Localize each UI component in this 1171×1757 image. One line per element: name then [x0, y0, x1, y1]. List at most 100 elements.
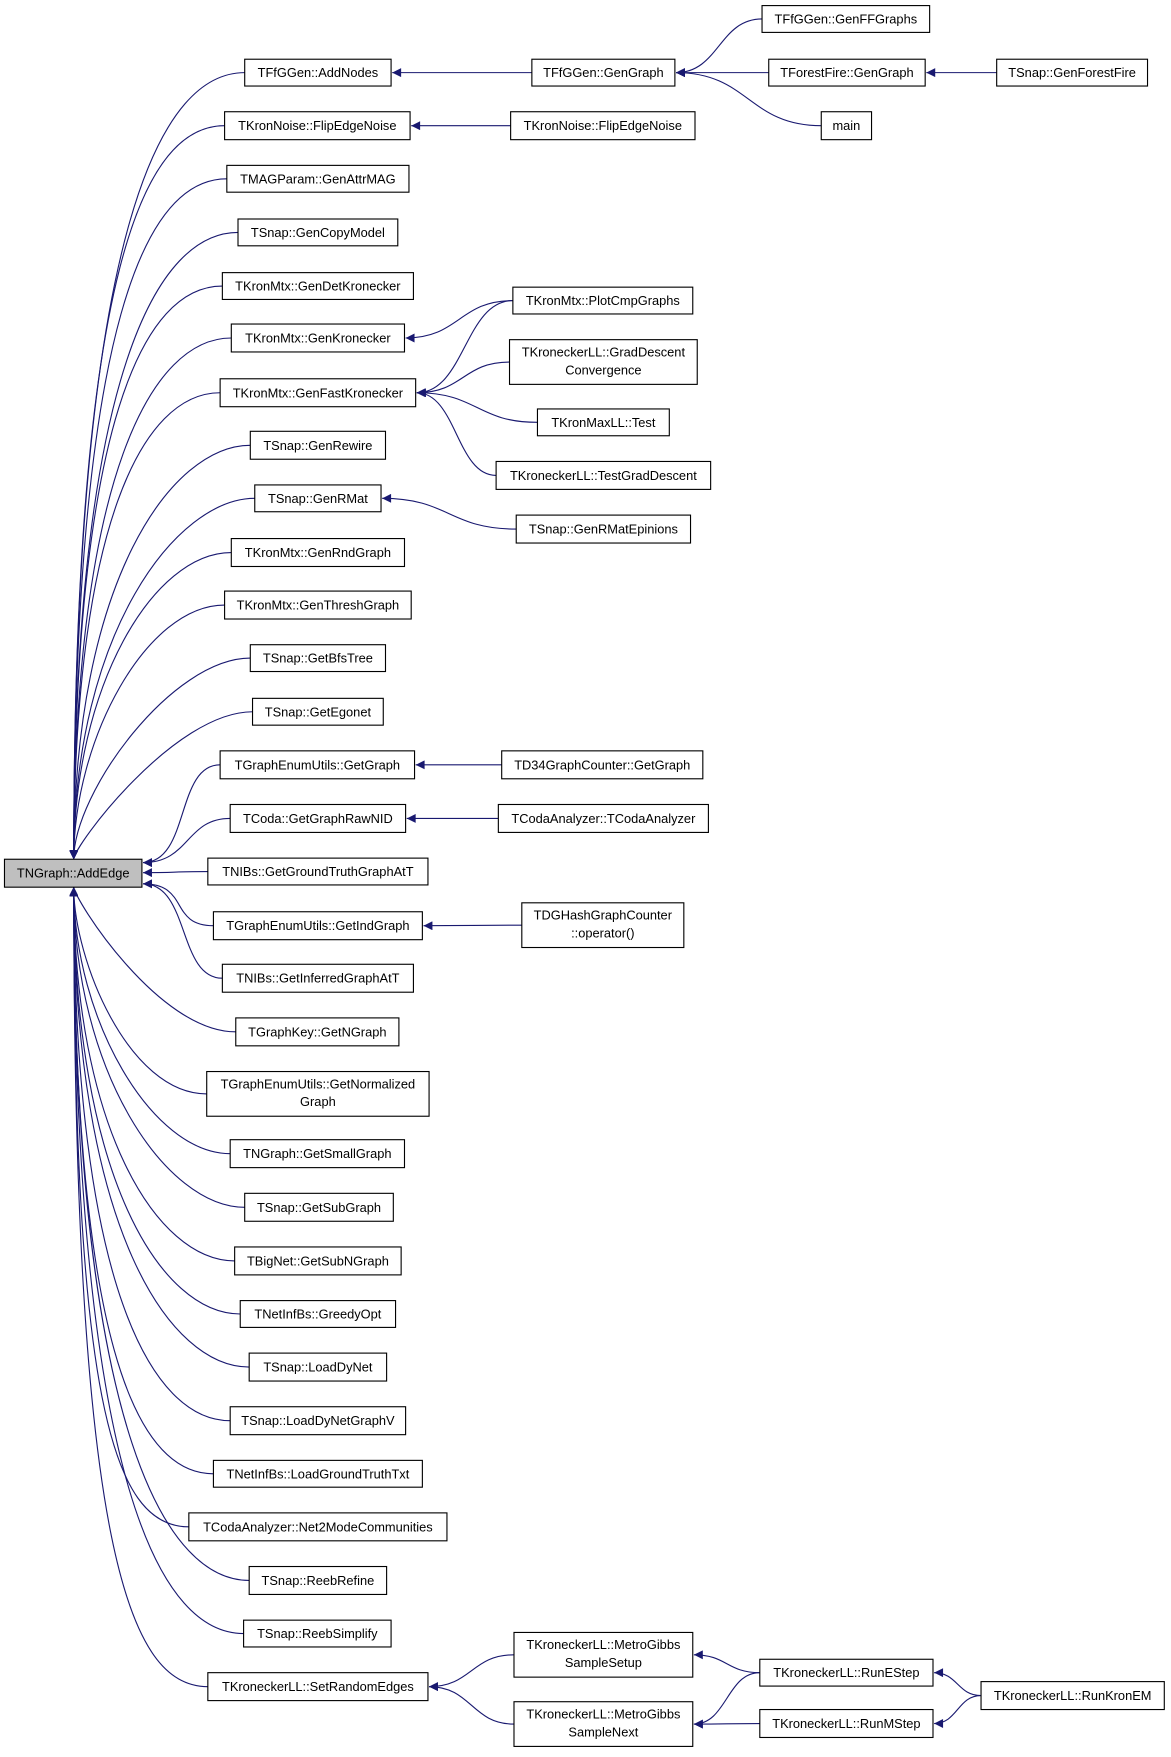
- node-label: TSnap::ReebSimplify: [257, 1626, 378, 1641]
- node-box[interactable]: [219, 750, 416, 780]
- node-label: TGraphEnumUtils::GetIndGraph: [226, 918, 409, 933]
- node-box[interactable]: [510, 111, 696, 141]
- node-label: ::operator(): [571, 925, 634, 940]
- node-label: TKronMtx::GenKronecker: [245, 331, 391, 346]
- call-edge: [143, 868, 208, 878]
- node-label: TKronNoise::FlipEdgeNoise: [524, 118, 682, 133]
- call-edge: [693, 1719, 760, 1729]
- node-box[interactable]: [251, 697, 384, 726]
- call-edge: [69, 604, 225, 860]
- node-label: TKronMtx::GenFastKronecker: [233, 385, 404, 400]
- node-box[interactable]: [212, 911, 423, 941]
- node-label: TKronNoise::FlipEdgeNoise: [238, 118, 396, 133]
- call-edge: [69, 887, 235, 1262]
- node-label: TSnap::GetBfsTree: [263, 651, 373, 666]
- node-label: TKronMtx::PlotCmpGraphs: [526, 293, 680, 308]
- node-box[interactable]: [221, 272, 414, 301]
- node-box[interactable]: [761, 5, 931, 33]
- node-label: TSnap::ReebRefine: [262, 1573, 375, 1588]
- node-box[interactable]: [243, 1619, 392, 1648]
- node-box[interactable]: [229, 803, 407, 833]
- node-label: TFfGGen::AddNodes: [258, 65, 378, 80]
- node-label: TKronMtx::GenRndGraph: [245, 545, 391, 560]
- node-box[interactable]: [229, 1139, 406, 1169]
- call-edge: [69, 887, 250, 1582]
- node-label: TDGHashGraphCounter: [534, 908, 673, 923]
- node-box[interactable]: [230, 323, 406, 353]
- node-box[interactable]: [501, 750, 704, 780]
- node-box[interactable]: [497, 803, 709, 833]
- node-box[interactable]: [513, 1631, 694, 1678]
- node-label: TKroneckerLL::SetRandomEdges: [222, 1679, 414, 1694]
- node-label: TCodaAnalyzer::TCodaAnalyzer: [511, 811, 696, 826]
- call-edge: [676, 68, 822, 127]
- node-box[interactable]: [531, 58, 676, 87]
- node-box[interactable]: [249, 644, 387, 673]
- node-box[interactable]: [254, 484, 382, 513]
- node-box[interactable]: [224, 111, 411, 141]
- node-label: TSnap::GetEgonet: [265, 704, 372, 719]
- node-label: Convergence: [565, 362, 641, 377]
- node-box[interactable]: [244, 1192, 394, 1222]
- call-edge: [143, 879, 223, 979]
- node-label: TNetInfBs::GreedyOpt: [254, 1307, 381, 1322]
- node-box[interactable]: [513, 1701, 694, 1747]
- node-box[interactable]: [248, 1352, 388, 1382]
- node-label: TKroneckerLL::RunKronEM: [994, 1688, 1152, 1703]
- node-box[interactable]: [508, 339, 698, 385]
- node-box[interactable]: [820, 111, 873, 141]
- call-edge: [693, 1650, 760, 1674]
- node-box: [3, 858, 143, 888]
- call-edge: [416, 300, 513, 398]
- node-box[interactable]: [759, 1658, 934, 1687]
- node-label: TKroneckerLL::RunMStep: [772, 1716, 920, 1731]
- node-box[interactable]: [207, 857, 429, 886]
- call-edge: [382, 493, 517, 530]
- call-edge: [69, 887, 245, 1208]
- node-box[interactable]: [759, 1708, 934, 1739]
- node-label: TSnap::GenRMat: [268, 491, 368, 506]
- node-box[interactable]: [512, 286, 694, 315]
- node-box[interactable]: [248, 1565, 388, 1596]
- call-edge: [69, 72, 245, 860]
- node-label: TKronMtx::GenDetKronecker: [235, 279, 401, 294]
- node-box[interactable]: [768, 58, 926, 87]
- node-box[interactable]: [515, 514, 692, 544]
- node-box[interactable]: [495, 460, 712, 490]
- node-box[interactable]: [239, 1300, 397, 1328]
- node-box[interactable]: [188, 1512, 448, 1542]
- node-box[interactable]: [249, 430, 387, 460]
- node-box[interactable]: [230, 538, 406, 568]
- node-label: TSnap::GenRewire: [263, 438, 372, 453]
- node-label: TKroneckerLL::RunEStep: [773, 1665, 919, 1680]
- node-label: TGraphKey::GetNGraph: [248, 1024, 386, 1039]
- node-box[interactable]: [226, 164, 410, 193]
- call-edge: [69, 711, 253, 860]
- node-box[interactable]: [207, 1672, 429, 1702]
- node-box[interactable]: [521, 902, 685, 949]
- node-box[interactable]: [980, 1681, 1165, 1711]
- call-edge: [143, 879, 214, 927]
- node-box[interactable]: [212, 1459, 423, 1488]
- node-box[interactable]: [244, 58, 392, 87]
- call-edge: [69, 178, 227, 860]
- node-box[interactable]: [221, 963, 414, 993]
- node-label: TSnap::GenForestFire: [1008, 65, 1136, 80]
- node-box[interactable]: [237, 218, 399, 247]
- node-box[interactable]: [206, 1070, 430, 1117]
- node-box[interactable]: [219, 378, 417, 408]
- node-box[interactable]: [996, 58, 1149, 87]
- call-edge: [429, 1654, 514, 1692]
- call-edge: [69, 887, 231, 1422]
- call-edge: [416, 388, 497, 476]
- node-box[interactable]: [536, 408, 670, 437]
- node-box[interactable]: [234, 1246, 402, 1276]
- node-label: TKroneckerLL::MetroGibbs: [526, 1707, 680, 1722]
- node-label: TGraphEnumUtils::GetNormalized: [221, 1076, 416, 1091]
- node-box[interactable]: [229, 1406, 407, 1436]
- node-label: TCodaAnalyzer::Net2ModeCommunities: [203, 1519, 433, 1534]
- node-box[interactable]: [235, 1017, 400, 1047]
- node-box[interactable]: [224, 590, 412, 620]
- call-edge: [423, 921, 522, 931]
